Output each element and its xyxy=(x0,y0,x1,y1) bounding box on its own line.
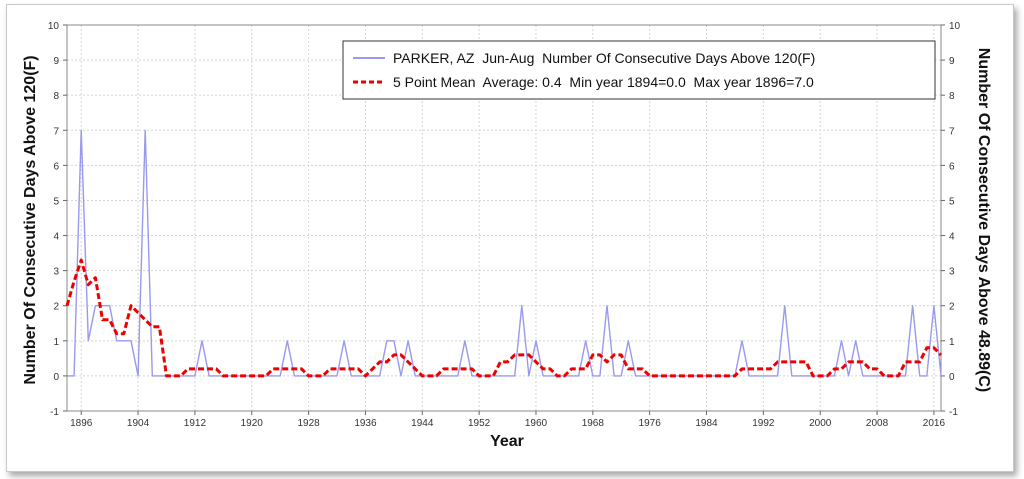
y-tick-label-right: 6 xyxy=(949,161,955,172)
y-tick-label-left: 4 xyxy=(53,232,59,243)
y-tick-label-left: 6 xyxy=(53,161,59,172)
chart-frame: -1 0 1 2 3 4 5 6 7 8 9 10 -1 0 1 2 3 4 5 6 7 8 9 10 1896 1904 19… xyxy=(6,4,1014,472)
x-tick-label: 1904 xyxy=(127,418,150,429)
y-tick-label-right: 3 xyxy=(949,267,955,278)
series-line-daily-count xyxy=(67,129,942,377)
x-tick-label: 2016 xyxy=(923,418,946,429)
y-tick-label-right: -1 xyxy=(949,407,958,418)
y-tick-label-left: 2 xyxy=(53,302,59,313)
x-tick-label: 1928 xyxy=(297,418,320,429)
x-tick-label: 1944 xyxy=(411,418,434,429)
y-tick-label-left: 7 xyxy=(53,126,59,137)
plot-area xyxy=(66,24,942,412)
y-tick-label-right: 0 xyxy=(949,372,955,383)
y-tick-label-right: 1 xyxy=(949,337,955,348)
y-tick-label-left: 1 xyxy=(53,337,59,348)
legend-label-mean: 5 Point Mean Average: 0.4 Min year 1894=… xyxy=(393,74,814,90)
y-tick-label-left: 5 xyxy=(53,196,59,207)
x-tick-label: 1984 xyxy=(695,418,718,429)
y-tick-label-left: 0 xyxy=(53,372,59,383)
legend-label-series: PARKER, AZ Jun-Aug Number Of Consecutive… xyxy=(393,50,815,66)
y-axis-title-right: Number Of Consecutive Days Above 48.89(C… xyxy=(975,48,992,392)
legend: PARKER, AZ Jun-Aug Number Of Consecutive… xyxy=(342,40,936,100)
x-tick-label: 1992 xyxy=(752,418,775,429)
y-axis-left: -1 0 1 2 3 4 5 6 7 8 9 10 xyxy=(48,21,67,418)
y-tick-label-right: 7 xyxy=(949,126,955,137)
y-axis-right: -1 0 1 2 3 4 5 6 7 8 9 10 xyxy=(941,21,961,418)
legend-box xyxy=(342,40,936,100)
y-tick-label-left: -1 xyxy=(50,407,59,418)
x-tick-label: 1896 xyxy=(70,418,93,429)
y-tick-label-left: 3 xyxy=(53,267,59,278)
y-tick-label-right: 9 xyxy=(949,56,955,67)
x-tick-label: 1976 xyxy=(639,418,662,429)
x-tick-label: 1952 xyxy=(468,418,491,429)
x-axis: 1896 1904 1912 1920 1928 1936 1944 1952 1960 1968… xyxy=(70,411,945,429)
y-tick-label-right: 4 xyxy=(949,232,955,243)
x-tick-label: 1920 xyxy=(241,418,264,429)
x-tick-label: 1936 xyxy=(354,418,377,429)
y-tick-label-right: 10 xyxy=(949,21,961,32)
x-axis-title: Year xyxy=(490,433,524,450)
x-tick-label: 2008 xyxy=(866,418,889,429)
series-lines xyxy=(65,129,943,378)
y-tick-label-right: 8 xyxy=(949,91,955,102)
chart-svg: -1 0 1 2 3 4 5 6 7 8 9 10 -1 0 1 2 3 4 5 6 7 8 9 10 1896 1904 19… xyxy=(22,21,992,450)
y-axis-title-left: Number Of Consecutive Days Above 120(F) xyxy=(22,55,39,384)
x-tick-label: 2000 xyxy=(809,418,832,429)
series-line-5pt-mean xyxy=(65,258,943,378)
y-tick-label-left: 10 xyxy=(48,21,60,32)
y-tick-label-right: 2 xyxy=(949,302,955,313)
y-tick-label-left: 9 xyxy=(53,56,59,67)
x-tick-label: 1960 xyxy=(525,418,548,429)
x-tick-label: 1968 xyxy=(582,418,605,429)
y-tick-label-right: 5 xyxy=(949,196,955,207)
x-tick-label: 1912 xyxy=(184,418,207,429)
y-tick-label-left: 8 xyxy=(53,91,59,102)
